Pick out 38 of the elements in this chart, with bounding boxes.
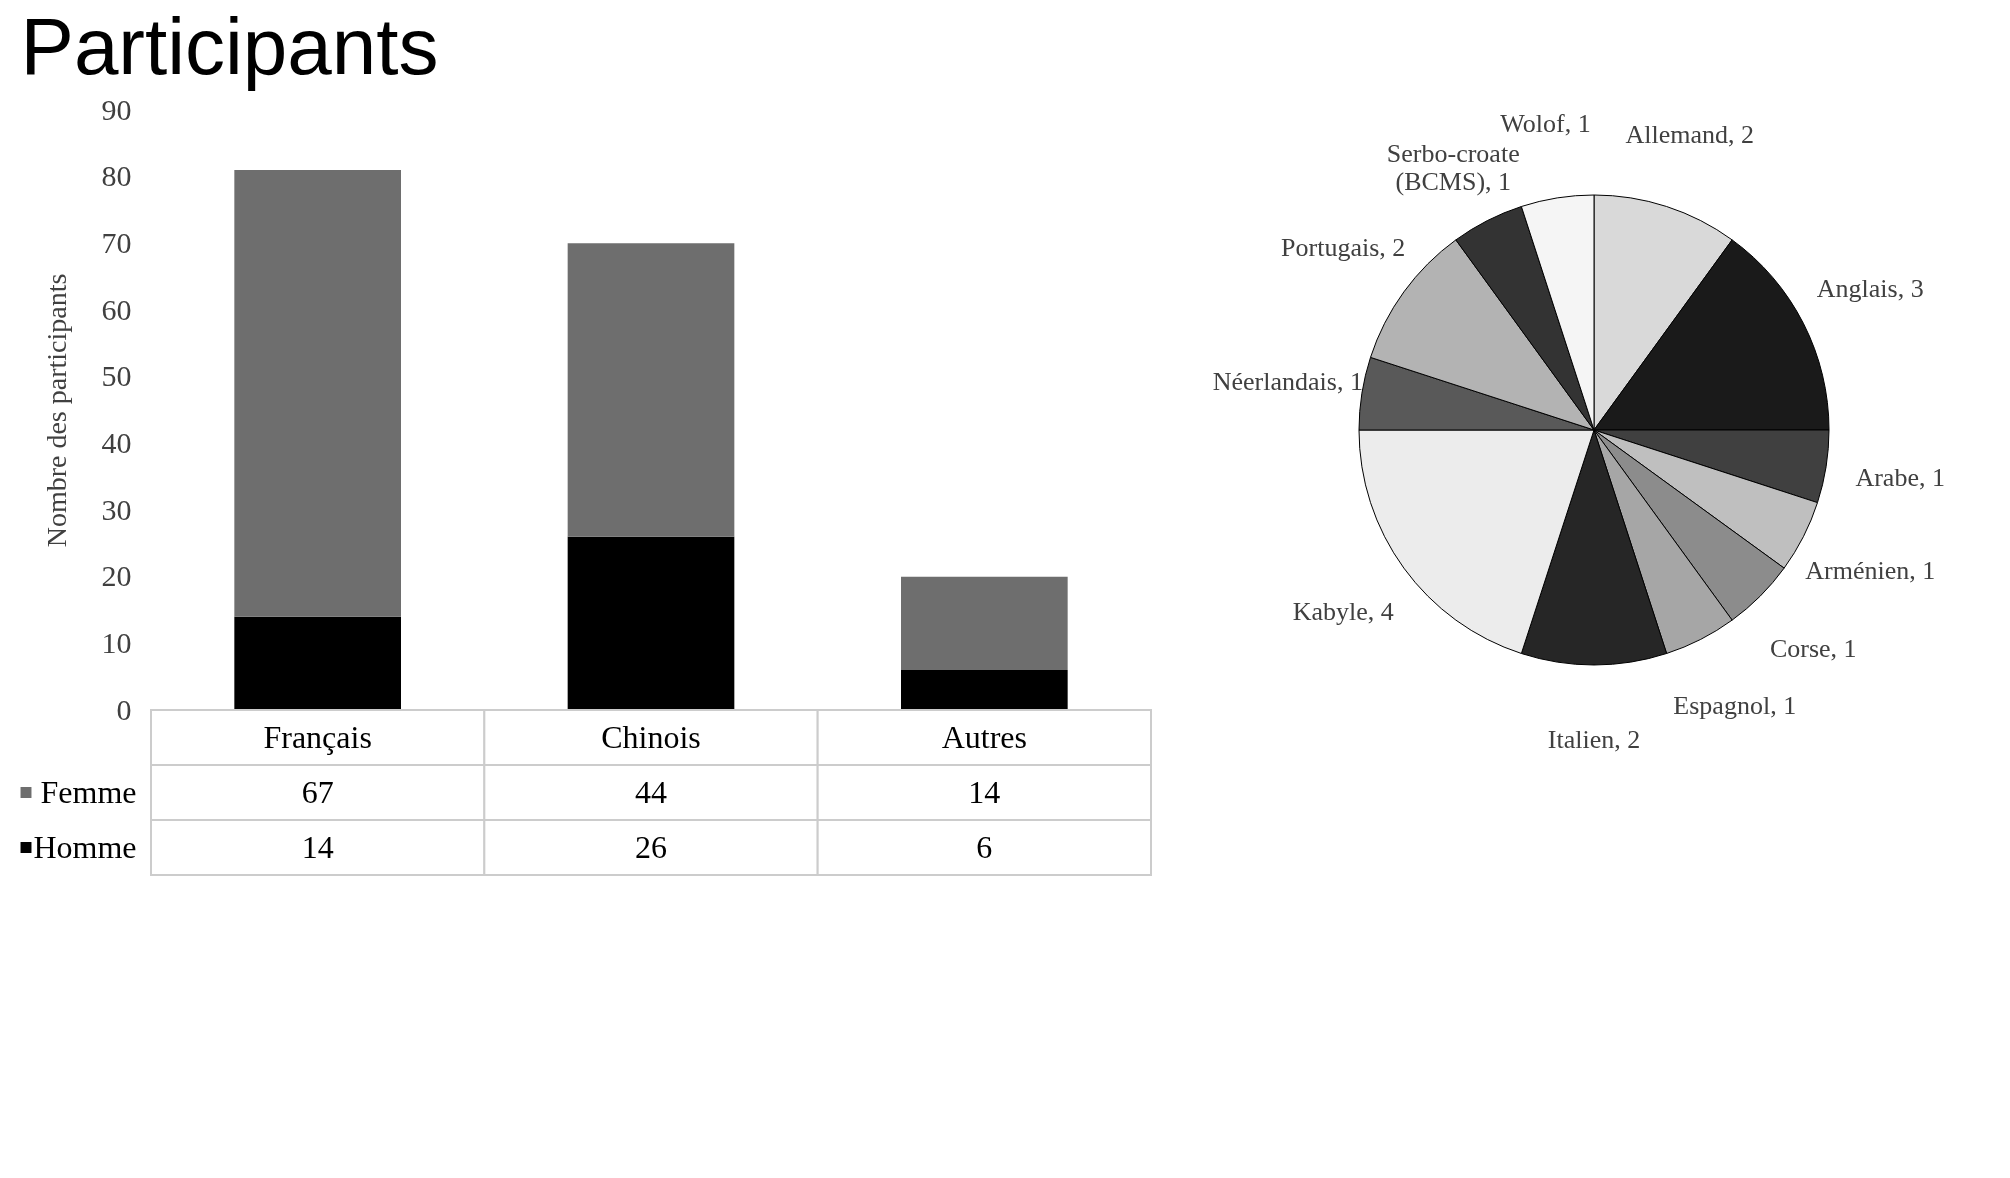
slice-label: Corse, 1 bbox=[1769, 634, 1857, 664]
bar bbox=[567, 243, 735, 537]
y-tick-label: 90 bbox=[101, 92, 132, 126]
y-tick-label: 60 bbox=[101, 292, 132, 326]
y-tick-label: 40 bbox=[101, 425, 132, 459]
slice-label: Arabe, 1 bbox=[1855, 463, 1945, 493]
bar bbox=[234, 170, 401, 617]
bar bbox=[901, 576, 1068, 670]
slice-label: Portugais, 2 bbox=[1281, 232, 1406, 262]
y-tick-label: 0 bbox=[116, 692, 132, 726]
x-tick-label: Autres bbox=[941, 718, 1027, 755]
data-label: 44 bbox=[635, 773, 667, 810]
y-tick-label: 20 bbox=[101, 559, 132, 593]
y-tick-label: 70 bbox=[101, 225, 132, 259]
slice-label: Italien, 2 bbox=[1547, 725, 1641, 754]
x-tick-label: Français bbox=[263, 718, 372, 755]
slice-label: Arménien, 1 bbox=[1805, 555, 1936, 585]
legend-label: Femme bbox=[40, 773, 137, 810]
y-axis-title: Nombre des participants bbox=[40, 273, 72, 548]
slice-label: Allemand, 2 bbox=[1625, 120, 1755, 150]
slice-label: Espagnol, 1 bbox=[1673, 691, 1797, 721]
chart-title: Participants bbox=[20, 2, 439, 91]
data-label: 14 bbox=[968, 773, 1001, 810]
legend-label: Homme bbox=[33, 828, 137, 865]
y-tick-label: 10 bbox=[101, 625, 132, 659]
data-label: 26 bbox=[635, 828, 667, 865]
slice-label: Néerlandais, 1 bbox=[1212, 366, 1363, 396]
slice-label: Serbo-croate (BCMS), 1 bbox=[1386, 138, 1520, 196]
y-tick-label: 50 bbox=[101, 359, 132, 393]
y-tick-label: 80 bbox=[101, 159, 132, 193]
y-tick-label: 30 bbox=[101, 492, 132, 526]
data-label: 6 bbox=[976, 828, 993, 865]
slice-label: Anglais, 3 bbox=[1816, 274, 1924, 304]
data-label: 67 bbox=[301, 773, 334, 810]
data-label: 14 bbox=[301, 828, 334, 865]
slice-label: Kabyle, 4 bbox=[1292, 597, 1394, 627]
slice-label: Wolof, 1 bbox=[1500, 108, 1591, 138]
x-tick-label: Chinois bbox=[601, 718, 701, 755]
